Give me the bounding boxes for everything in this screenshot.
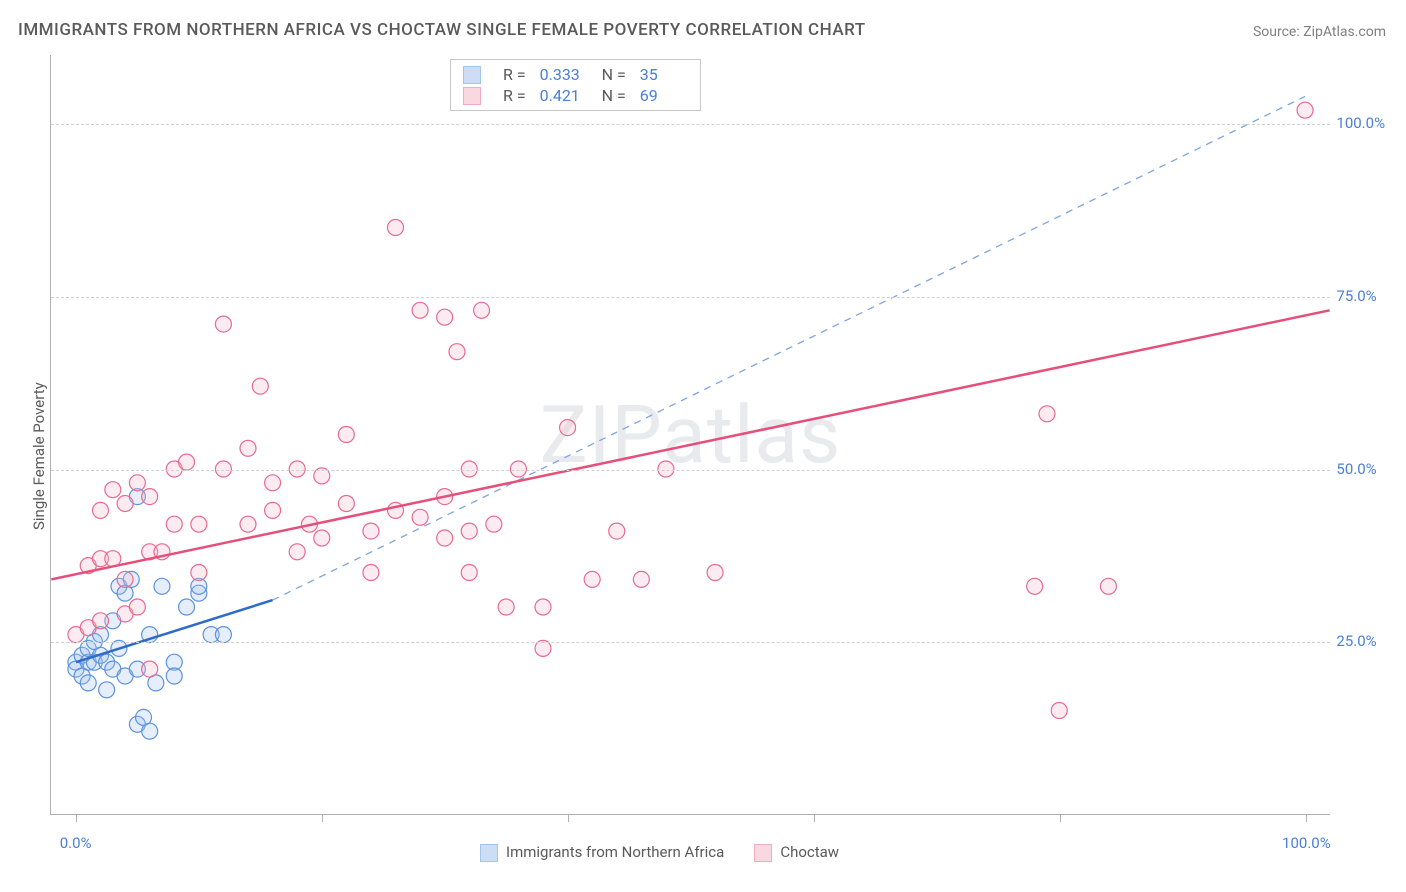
correlation-legend-row: R = 0.333 N = 35 [463, 64, 688, 85]
x-tick [322, 814, 323, 822]
y-axis-title: Single Female Poverty [30, 382, 48, 530]
data-point [154, 578, 170, 594]
data-point [252, 378, 268, 394]
r-value: 0.421 [540, 86, 588, 105]
data-point [609, 523, 625, 539]
data-point [80, 675, 96, 691]
data-point [117, 571, 133, 587]
y-tick-label: 75.0% [1336, 287, 1376, 305]
data-point [142, 661, 158, 677]
data-point [633, 571, 649, 587]
n-value: 35 [640, 65, 688, 84]
data-point [93, 613, 109, 629]
data-point [265, 475, 281, 491]
legend-label: Immigrants from Northern Africa [506, 843, 724, 861]
data-point [117, 496, 133, 512]
data-point [240, 516, 256, 532]
legend-label: Choctaw [780, 843, 839, 861]
data-point [486, 516, 502, 532]
data-point [474, 302, 490, 318]
scatter-plot-svg [51, 55, 1330, 814]
data-point [1297, 102, 1313, 118]
x-tick [814, 814, 815, 822]
data-point [449, 344, 465, 360]
x-tick-label: 0.0% [60, 834, 92, 852]
n-label: N = [602, 65, 626, 84]
y-tick-label: 50.0% [1336, 460, 1376, 478]
legend-swatch [463, 66, 481, 84]
gridline [51, 470, 1330, 471]
data-point [166, 668, 182, 684]
data-point [265, 502, 281, 518]
data-point [437, 309, 453, 325]
series-legend: Immigrants from Northern Africa Choctaw [480, 843, 839, 862]
legend-swatch [463, 87, 481, 105]
data-point [437, 530, 453, 546]
data-point [191, 565, 207, 581]
data-point [314, 530, 330, 546]
correlation-legend: R = 0.333 N = 35 R = 0.421 N = 69 [450, 59, 701, 111]
data-point [289, 544, 305, 560]
n-value: 69 [640, 86, 688, 105]
data-point [179, 599, 195, 615]
gridline [51, 297, 1330, 298]
data-point [338, 427, 354, 443]
data-point [1027, 578, 1043, 594]
data-point [191, 516, 207, 532]
data-point [99, 682, 115, 698]
x-tick [1306, 814, 1307, 822]
data-point [363, 523, 379, 539]
data-point [498, 599, 514, 615]
data-point [240, 440, 256, 456]
data-point [179, 454, 195, 470]
plot-area: ZIPatlas 25.0%50.0%75.0%100.0%0.0%100.0% [50, 55, 1330, 815]
x-tick-label: 100.0% [1282, 834, 1331, 852]
source-attribution: Source: ZipAtlas.com [1253, 24, 1386, 40]
r-label: R = [503, 86, 526, 105]
data-point [215, 316, 231, 332]
data-point [461, 565, 477, 581]
data-point [412, 509, 428, 525]
r-label: R = [503, 65, 526, 84]
data-point [215, 627, 231, 643]
data-point [105, 482, 121, 498]
data-point [1100, 578, 1116, 594]
data-point [142, 723, 158, 739]
y-tick-label: 25.0% [1336, 632, 1376, 650]
data-point [363, 565, 379, 581]
r-value: 0.333 [540, 65, 588, 84]
data-point [535, 599, 551, 615]
data-point [1051, 703, 1067, 719]
legend-item: Immigrants from Northern Africa [480, 843, 724, 862]
data-point [129, 599, 145, 615]
data-point [166, 516, 182, 532]
y-tick-label: 100.0% [1336, 114, 1385, 132]
data-point [1039, 406, 1055, 422]
n-label: N = [602, 86, 626, 105]
legend-item: Choctaw [754, 843, 839, 862]
data-point [461, 523, 477, 539]
data-point [338, 496, 354, 512]
gridline [51, 642, 1330, 643]
data-point [129, 475, 145, 491]
chart-title: IMMIGRANTS FROM NORTHERN AFRICA VS CHOCT… [18, 20, 866, 40]
gridline [51, 124, 1330, 125]
x-tick [1060, 814, 1061, 822]
data-point [412, 302, 428, 318]
legend-swatch [480, 844, 498, 862]
chart-container: IMMIGRANTS FROM NORTHERN AFRICA VS CHOCT… [0, 0, 1406, 892]
data-point [707, 565, 723, 581]
data-point [388, 220, 404, 236]
data-point [142, 489, 158, 505]
data-point [93, 502, 109, 518]
x-tick [568, 814, 569, 822]
data-point [584, 571, 600, 587]
data-point [560, 420, 576, 436]
legend-swatch [754, 844, 772, 862]
correlation-legend-row: R = 0.421 N = 69 [463, 85, 688, 106]
x-tick [76, 814, 77, 822]
